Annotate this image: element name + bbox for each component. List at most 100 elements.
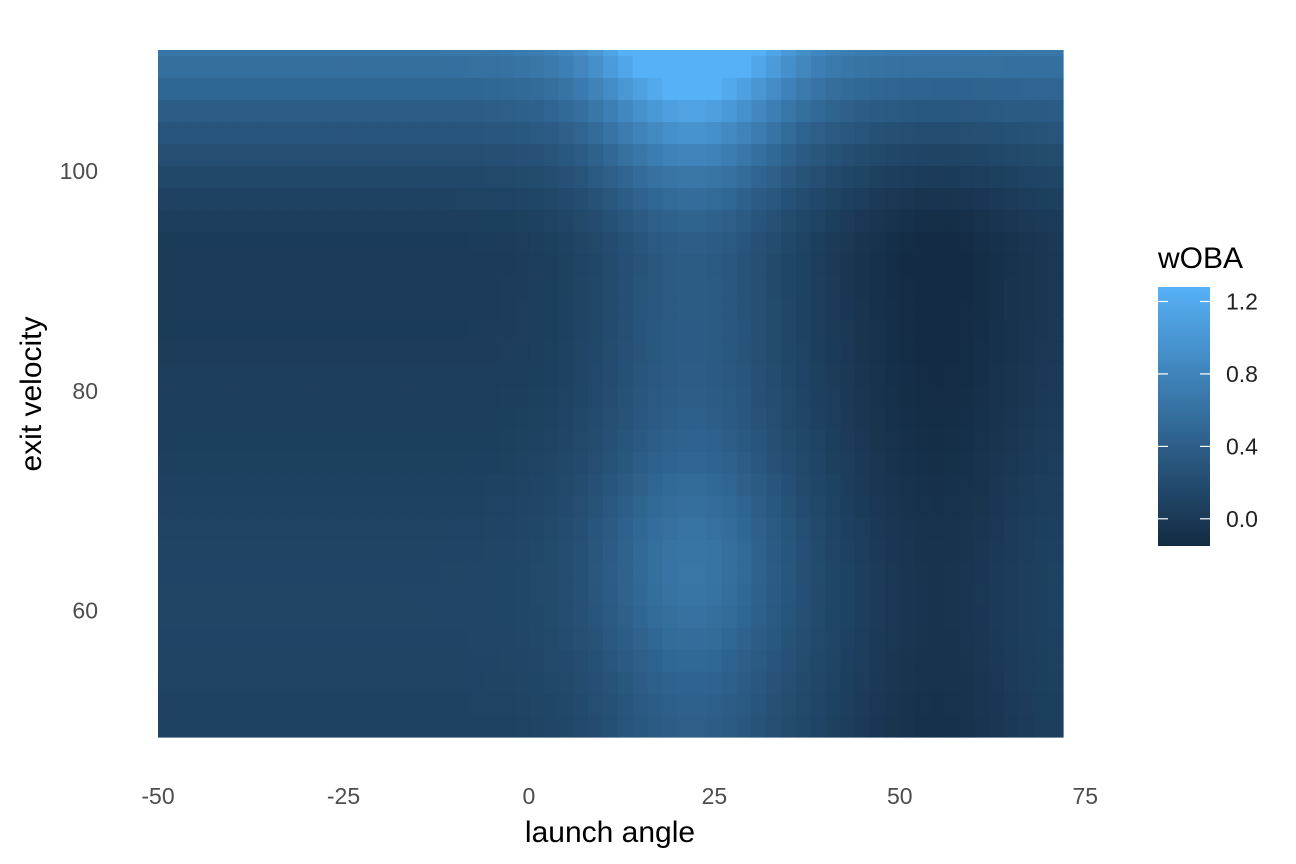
heatmap-cell [810, 693, 827, 716]
heatmap-cell [781, 209, 797, 232]
heatmap-cell [855, 495, 871, 518]
heatmap-cell [380, 231, 396, 254]
heatmap-cell [899, 407, 916, 430]
heatmap-cell [795, 649, 812, 672]
heatmap-cell [721, 143, 738, 167]
heatmap-cell [1018, 671, 1034, 694]
heatmap-cell [1018, 583, 1034, 606]
heatmap-cell [247, 561, 263, 584]
heatmap-cell [306, 143, 322, 167]
heatmap-cell [454, 275, 471, 298]
heatmap-cell [899, 429, 916, 452]
heatmap-cell [454, 385, 471, 408]
heatmap-cell [617, 341, 634, 364]
heatmap-cell [870, 671, 886, 694]
heatmap-cell [1003, 715, 1020, 738]
heatmap-cell [202, 561, 218, 584]
heatmap-cell [617, 495, 634, 518]
heatmap-cell [632, 121, 649, 145]
heatmap-cell [988, 363, 1005, 386]
heatmap-cell [766, 209, 782, 232]
heatmap-cell [395, 50, 411, 57]
heatmap-cell [291, 671, 307, 694]
heatmap-cell [484, 385, 500, 408]
heatmap-cell [291, 583, 307, 606]
heatmap-cell [988, 473, 1005, 496]
heatmap-cell [914, 297, 931, 320]
heatmap-cell [944, 275, 960, 298]
heatmap-cell [647, 715, 664, 738]
heatmap-cell [988, 715, 1005, 738]
heatmap-cell [484, 253, 500, 276]
heatmap-cell [973, 495, 990, 518]
x-tick-label: 75 [1073, 783, 1099, 809]
heatmap-cell [736, 605, 753, 628]
heatmap-cell [870, 517, 886, 540]
heatmap-cell [1033, 253, 1049, 276]
heatmap-cell [959, 99, 975, 123]
heatmap-cell [573, 55, 589, 79]
heatmap-cell [336, 561, 352, 584]
heatmap-cell [706, 363, 723, 386]
heatmap-cell [706, 649, 723, 672]
heatmap-cell [1003, 671, 1020, 694]
heatmap-cell [202, 495, 218, 518]
heatmap-cell [439, 583, 456, 606]
heatmap-cell [840, 561, 856, 584]
heatmap-cell [632, 99, 649, 123]
heatmap-cell [1018, 121, 1034, 145]
heatmap-cell [810, 231, 827, 254]
heatmap-cell [350, 187, 367, 210]
heatmap-cell [484, 451, 500, 474]
heatmap-cell [202, 517, 218, 540]
heatmap-cell [973, 77, 990, 101]
heatmap-cell [291, 209, 307, 232]
heatmap-cell [276, 429, 293, 452]
heatmap-cell [870, 627, 886, 650]
heatmap-cell [870, 693, 886, 716]
heatmap-cell [781, 99, 797, 123]
heatmap-cell [514, 165, 530, 188]
heatmap-cell [261, 297, 278, 320]
heatmap-cell [514, 363, 530, 386]
heatmap-cell [172, 583, 189, 606]
heatmap-cell [736, 561, 753, 584]
heatmap-cell [810, 451, 827, 474]
heatmap-cell [721, 693, 738, 716]
heatmap-cell [454, 495, 471, 518]
heatmap-cell [810, 473, 827, 496]
heatmap-cell [439, 539, 456, 562]
heatmap-cell [662, 50, 678, 57]
heatmap-cell [172, 407, 189, 430]
heatmap-cell [884, 495, 901, 518]
heatmap-cell [870, 429, 886, 452]
heatmap-cell [944, 231, 960, 254]
heatmap-cell [632, 517, 649, 540]
heatmap-cell [855, 77, 871, 101]
heatmap-cell [706, 671, 723, 694]
heatmap-cell [1048, 253, 1064, 276]
heatmap-cell [692, 429, 708, 452]
heatmap-cell [232, 143, 248, 167]
heatmap-cell [217, 517, 233, 540]
heatmap-cell [291, 77, 307, 101]
heatmap-cell [158, 121, 174, 145]
heatmap-cell [528, 363, 545, 386]
heatmap-cell [469, 143, 485, 167]
heatmap-cell [884, 297, 901, 320]
heatmap-cell [914, 627, 931, 650]
heatmap-cell [988, 583, 1005, 606]
heatmap-cell [573, 561, 589, 584]
heatmap-cell [929, 165, 945, 188]
heatmap-cell [840, 55, 856, 79]
heatmap-cell [1033, 495, 1049, 518]
heatmap-cell [158, 253, 174, 276]
heatmap-cell [187, 671, 204, 694]
heatmap-cell [988, 671, 1005, 694]
heatmap-cell [706, 605, 723, 628]
heatmap-cell [973, 253, 990, 276]
heatmap-cell [454, 363, 471, 386]
heatmap-cell [736, 539, 753, 562]
heatmap-cell [558, 693, 575, 716]
heatmap-cell [588, 385, 604, 408]
